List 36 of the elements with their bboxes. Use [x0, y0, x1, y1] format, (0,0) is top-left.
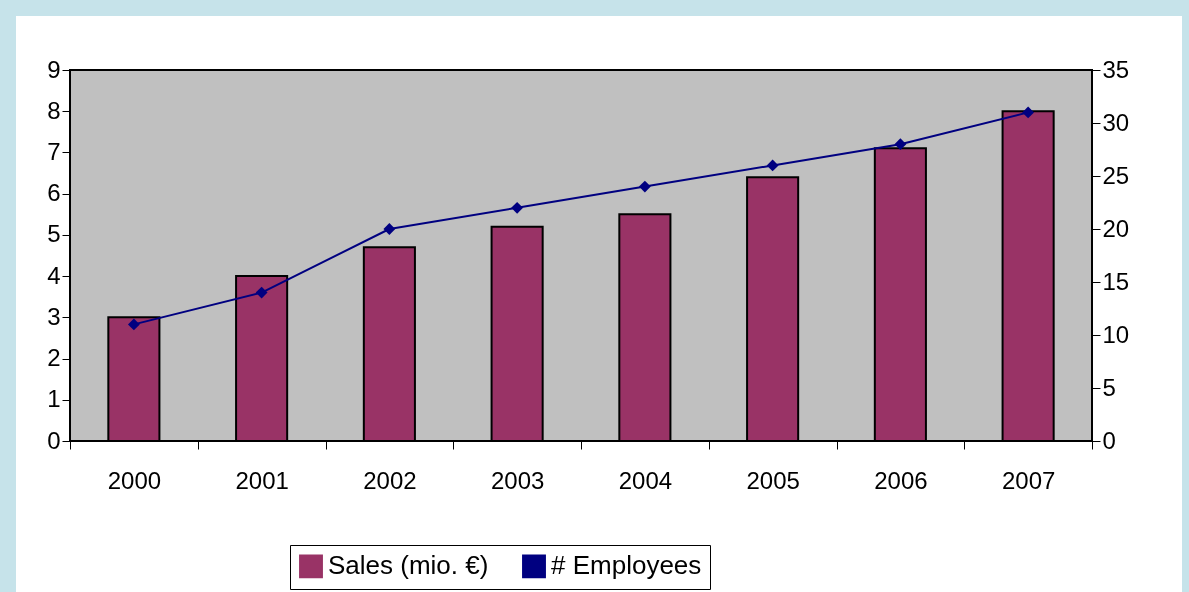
x-tick-label: 2005 — [746, 466, 800, 494]
legend-label: Sales (mio. €) — [328, 550, 489, 581]
y-tick-label: 9 — [47, 55, 61, 83]
y2-tick-label: 10 — [1102, 320, 1130, 348]
x-tick-label: 2001 — [235, 466, 289, 494]
legend-label: # Employees — [551, 550, 702, 581]
y-tick-label: 8 — [47, 96, 61, 124]
y-tick-label: 3 — [47, 302, 61, 330]
y2-tick-label: 20 — [1102, 214, 1130, 242]
y2-tick-label: 5 — [1102, 373, 1116, 401]
point — [638, 180, 651, 193]
y-tick-label: 6 — [47, 179, 61, 207]
y2-tick-label: 25 — [1102, 161, 1130, 189]
x-tick-label: 2007 — [1001, 466, 1056, 494]
y2-tick-label: 30 — [1102, 108, 1130, 136]
point — [766, 159, 779, 172]
point — [511, 201, 524, 214]
point — [894, 138, 907, 151]
point — [383, 223, 396, 235]
y-tick-label: 7 — [47, 137, 61, 165]
x-tick-label: 2003 — [490, 466, 545, 494]
x-tick-label: 2000 — [107, 466, 162, 494]
y-tick-label: 2 — [47, 344, 61, 372]
y-tick-label: 4 — [47, 261, 61, 289]
x-tick-label: 2006 — [874, 466, 928, 494]
y2-tick-label: 0 — [1102, 426, 1116, 454]
point — [1022, 106, 1035, 119]
y2-tick-label: 35 — [1102, 55, 1130, 83]
point — [127, 318, 140, 331]
y-tick-label: 1 — [47, 385, 61, 413]
y2-tick-label: 15 — [1102, 267, 1130, 295]
point — [255, 286, 268, 299]
x-tick-label: 2002 — [363, 466, 417, 494]
y-tick-label: 0 — [47, 426, 61, 454]
x-tick-label: 2004 — [618, 466, 673, 494]
y-tick-label: 5 — [47, 220, 61, 248]
